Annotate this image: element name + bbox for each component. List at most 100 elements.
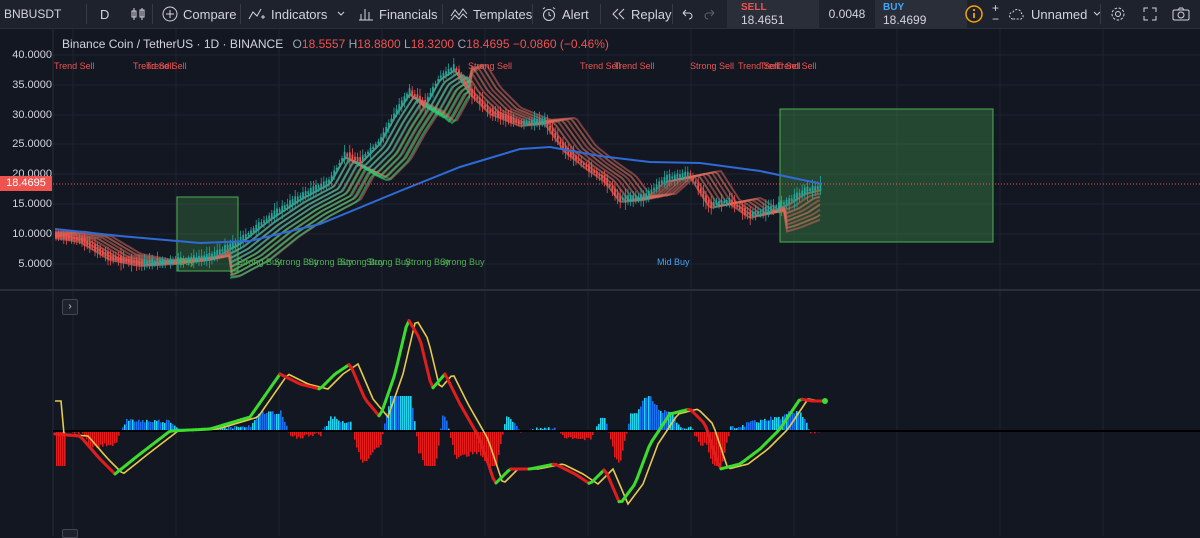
histogram-bar — [750, 421, 752, 431]
chart-type-button[interactable] — [130, 0, 146, 28]
candle-body — [677, 173, 679, 180]
candle-body — [617, 193, 619, 198]
replay-button[interactable]: Replay — [610, 0, 671, 28]
histogram-bar — [434, 431, 436, 466]
candle-body — [357, 157, 359, 163]
candle-body — [744, 208, 746, 215]
signal-strong-buy: Strong Buy — [366, 257, 411, 267]
layout-name-button[interactable]: Unnamed — [1008, 0, 1102, 28]
indicators-button[interactable]: Indicators — [248, 0, 327, 28]
candle-body — [307, 191, 309, 194]
symbol-label: BNBUSDT — [4, 7, 61, 21]
histogram-bar — [452, 431, 454, 445]
alert-button[interactable]: Alert — [541, 0, 589, 28]
legend-ohlc: O18.5557 H18.8800 L18.3200 C18.4695 −0.0… — [293, 37, 609, 51]
candle-body — [422, 100, 424, 103]
histogram-bar — [564, 431, 566, 438]
interval-button[interactable]: D — [100, 0, 109, 28]
financials-button[interactable]: Financials — [358, 0, 438, 28]
candle-body — [97, 247, 99, 253]
undo-button[interactable] — [680, 0, 694, 28]
histogram-bar — [600, 418, 602, 431]
indicators-dropdown[interactable] — [336, 0, 346, 28]
oscillator-main-line — [55, 321, 828, 502]
histogram-bar — [504, 424, 506, 431]
histogram-bar — [644, 398, 646, 431]
histogram-bar — [424, 431, 426, 466]
candle-body — [734, 201, 736, 207]
candle-body — [791, 199, 793, 201]
candle-body — [749, 212, 751, 219]
candle-body — [86, 241, 88, 246]
chart-area[interactable]: Binance Coin / TetherUS · 1D · BINANCE O… — [0, 29, 1200, 536]
candle-body — [245, 234, 247, 239]
histogram-bar — [282, 417, 284, 431]
candle-body — [352, 155, 354, 160]
candle-body — [661, 180, 663, 183]
candle-body — [430, 93, 432, 96]
candle-body — [367, 152, 369, 154]
candle-body — [445, 71, 447, 74]
candle-body — [393, 113, 395, 118]
settings-button[interactable] — [1110, 0, 1126, 28]
templates-label: Templates — [473, 7, 532, 22]
candle-body — [801, 191, 803, 196]
pane-collapse-button[interactable]: › — [62, 299, 78, 315]
candle-body — [783, 202, 785, 204]
templates-button[interactable]: Templates — [450, 0, 532, 28]
candle-body — [643, 194, 645, 200]
symbol-search-button[interactable]: BNBUSDT — [4, 0, 61, 28]
camera-icon — [1172, 6, 1190, 22]
candle-body — [479, 98, 481, 105]
candle-body — [573, 152, 575, 159]
histogram-bar — [158, 420, 160, 431]
candle-body — [118, 257, 120, 261]
histogram-bar — [506, 416, 508, 431]
candle-body — [157, 259, 159, 266]
toolbar-divider — [442, 4, 443, 24]
candle-body — [752, 212, 754, 217]
candle-body — [385, 127, 387, 133]
info-button[interactable] — [965, 0, 983, 28]
candle-body — [500, 112, 502, 118]
minus-icon[interactable]: − — [992, 14, 999, 25]
redo-button[interactable] — [703, 0, 717, 28]
interval-label: D — [100, 7, 109, 22]
oscillator-segment — [421, 343, 424, 356]
candle-body — [89, 242, 91, 249]
candle-body — [710, 202, 712, 208]
toolbar-divider — [86, 4, 87, 24]
ma-ribbon — [55, 65, 820, 278]
histogram-bar — [602, 418, 604, 431]
candle-body — [599, 174, 601, 176]
candle-body — [547, 121, 549, 128]
buy-button[interactable]: BUY 18.4699 — [875, 0, 967, 28]
histogram-bar — [802, 417, 804, 431]
candle-body — [401, 100, 403, 106]
candle-body — [263, 220, 265, 223]
spread-value: 0.0048 — [819, 8, 875, 21]
fullscreen-button[interactable] — [1142, 0, 1158, 28]
histogram-bar — [656, 405, 658, 431]
candle-body — [380, 137, 382, 142]
candle-body — [705, 195, 707, 203]
chart-canvas[interactable] — [0, 29, 1200, 536]
histogram-bar — [700, 431, 702, 446]
histogram-bar — [510, 419, 512, 431]
pane-collapse-button-bottom[interactable] — [62, 529, 78, 538]
histogram-bar — [364, 431, 366, 461]
histogram-bar — [60, 431, 62, 466]
snapshot-button[interactable] — [1172, 0, 1190, 28]
candle-body — [125, 259, 127, 261]
candle-body — [271, 213, 273, 218]
histogram-bar — [576, 431, 578, 439]
compare-button[interactable]: Compare — [162, 0, 236, 28]
candle-body — [144, 259, 146, 266]
candle-body — [700, 188, 702, 193]
candle-body — [344, 152, 346, 158]
ribbon-band — [55, 67, 820, 267]
candle-body — [588, 164, 590, 171]
histogram-bar — [130, 419, 132, 431]
zoom-controls: + − — [992, 0, 999, 28]
sell-button[interactable]: SELL 18.4651 — [727, 0, 819, 28]
